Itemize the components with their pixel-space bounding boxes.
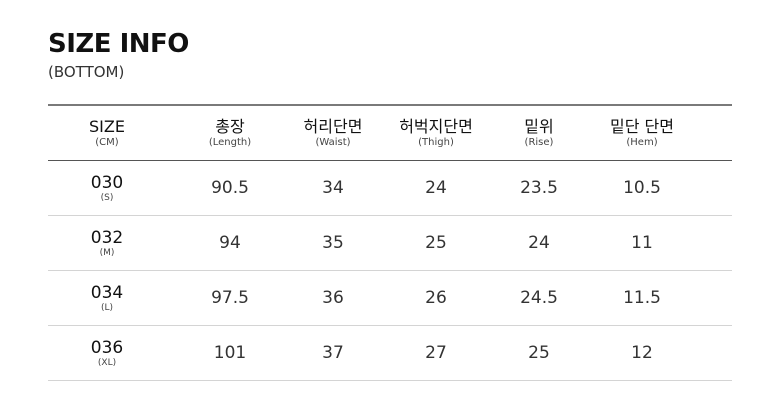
measurement-cell: 101 [166, 326, 294, 380]
column-header-unit: (Length) [208, 137, 252, 148]
table-row: 030 (S) 90.5 34 24 23.5 10.5 [48, 161, 732, 216]
column-header-unit: (Thigh) [418, 137, 454, 148]
measurement-value: 24 [528, 233, 550, 253]
page-title: SIZE INFO [48, 29, 189, 59]
measurement-cell: 11 [578, 216, 706, 270]
table-row: 032 (M) 94 35 25 24 11 [48, 216, 732, 271]
column-header: 허벅지단면 (Thigh) [372, 106, 500, 160]
column-header-label: 밑단 단면 [610, 117, 674, 136]
measurement-value: 12 [631, 343, 653, 363]
measurement-value: 24 [425, 178, 447, 198]
column-header: 총장 (Length) [166, 106, 294, 160]
measurement-value: 27 [425, 343, 447, 363]
column-header-unit: (Hem) [626, 137, 658, 148]
page-subtitle: (BOTTOM) [48, 63, 125, 81]
measurement-cell: 12 [578, 326, 706, 380]
measurement-cell: 36 [294, 271, 372, 325]
column-header-label: SIZE [89, 117, 125, 136]
measurement-value: 90.5 [211, 178, 249, 198]
column-header: 밑위 (Rise) [500, 106, 578, 160]
measurement-cell: 25 [372, 216, 500, 270]
size-code: 036 [90, 337, 124, 358]
size-letter: (S) [100, 192, 114, 203]
measurement-cell: 23.5 [500, 161, 578, 215]
measurement-value: 25 [528, 343, 550, 363]
measurement-value: 10.5 [623, 178, 661, 198]
table-row: 036 (XL) 101 37 27 25 12 [48, 326, 732, 381]
size-code: 032 [90, 227, 124, 248]
measurement-cell: 94 [166, 216, 294, 270]
measurement-value: 37 [322, 343, 344, 363]
size-letter: (XL) [97, 357, 117, 368]
measurement-cell: 37 [294, 326, 372, 380]
column-header-unit: (Waist) [315, 137, 351, 148]
measurement-value: 24.5 [520, 288, 558, 308]
column-header-unit: (CM) [95, 137, 119, 148]
measurement-cell: 35 [294, 216, 372, 270]
size-letter: (L) [100, 302, 114, 313]
table-row: 034 (L) 97.5 36 26 24.5 11.5 [48, 271, 732, 326]
column-header: SIZE (CM) [48, 106, 166, 160]
measurement-value: 11.5 [623, 288, 661, 308]
measurement-cell: 25 [500, 326, 578, 380]
size-code: 034 [90, 282, 124, 303]
size-cell: 030 (S) [48, 161, 166, 215]
measurement-cell: 27 [372, 326, 500, 380]
column-header-label: 밑위 [524, 117, 554, 136]
measurement-cell: 97.5 [166, 271, 294, 325]
column-header: 밑단 단면 (Hem) [578, 106, 706, 160]
table-header-row: SIZE (CM) 총장 (Length) 허리단면 (Waist) 허벅지단면 (Thigh… [48, 106, 732, 161]
measurement-cell: 24 [372, 161, 500, 215]
measurement-value: 94 [219, 233, 241, 253]
column-header-label: 총장 [215, 117, 245, 136]
column-header-label: 허리단면 [303, 117, 363, 136]
measurement-value: 26 [425, 288, 447, 308]
size-cell: 036 (XL) [48, 326, 166, 380]
column-header-unit: (Rise) [524, 137, 554, 148]
size-cell: 032 (M) [48, 216, 166, 270]
measurement-cell: 24.5 [500, 271, 578, 325]
measurement-value: 101 [213, 343, 247, 363]
measurement-value: 11 [631, 233, 653, 253]
table-top-border [48, 104, 732, 106]
column-header-label: 허벅지단면 [399, 117, 473, 136]
measurement-value: 25 [425, 233, 447, 253]
size-code: 030 [90, 172, 124, 193]
measurement-value: 97.5 [211, 288, 249, 308]
measurement-value: 34 [322, 178, 344, 198]
column-header: 허리단면 (Waist) [294, 106, 372, 160]
measurement-cell: 10.5 [578, 161, 706, 215]
measurement-value: 23.5 [520, 178, 558, 198]
size-cell: 034 (L) [48, 271, 166, 325]
size-table: SIZE (CM) 총장 (Length) 허리단면 (Waist) 허벅지단면 (Thigh… [48, 104, 732, 381]
size-letter: (M) [99, 247, 115, 258]
measurement-cell: 90.5 [166, 161, 294, 215]
measurement-cell: 34 [294, 161, 372, 215]
measurement-cell: 26 [372, 271, 500, 325]
measurement-value: 36 [322, 288, 344, 308]
measurement-cell: 11.5 [578, 271, 706, 325]
measurement-value: 35 [322, 233, 344, 253]
measurement-cell: 24 [500, 216, 578, 270]
